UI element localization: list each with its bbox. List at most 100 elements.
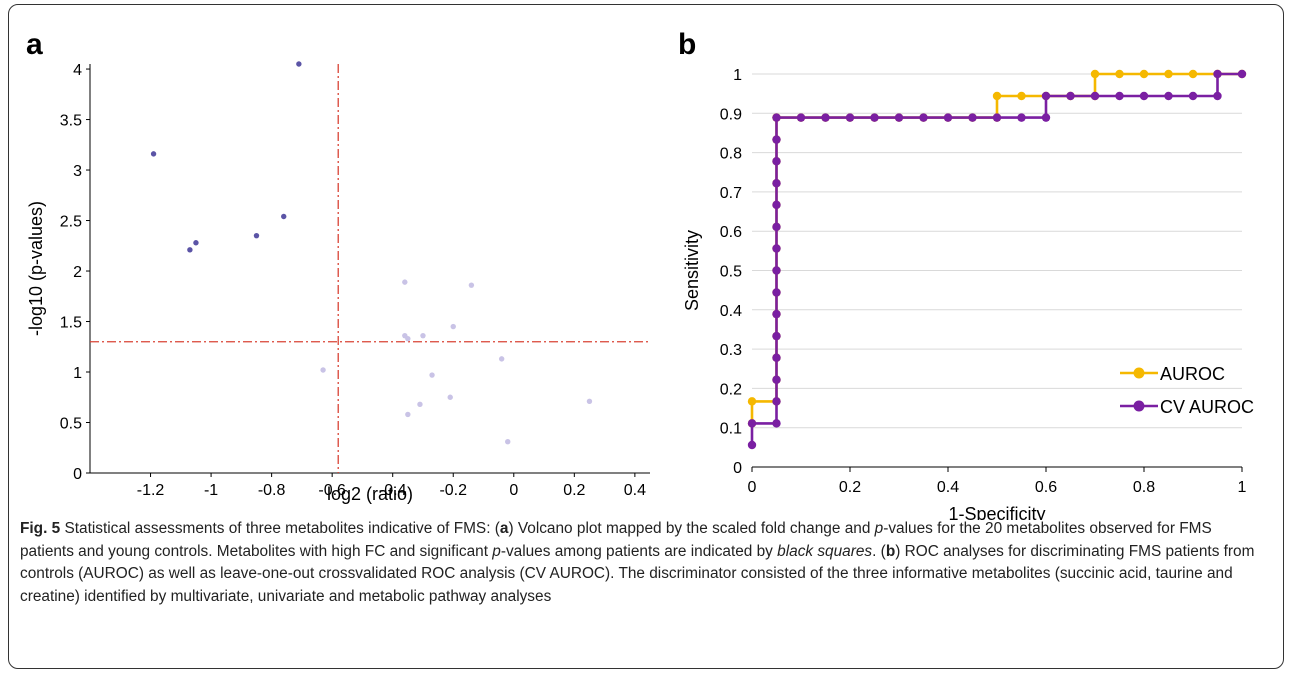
legend-label-cv-auroc: CV AUROC	[1160, 397, 1254, 417]
caption-p-italic-2: p	[492, 542, 501, 560]
volcano-significant-point	[296, 61, 302, 67]
y-tick-label: 2	[73, 264, 82, 281]
auroc-point	[992, 91, 1002, 101]
caption-p-italic: p	[874, 520, 884, 537]
cv-auroc-point	[772, 419, 781, 428]
cv-auroc-point	[1115, 91, 1124, 101]
cv-auroc-point	[772, 266, 781, 275]
x-tick-label: 0.4	[624, 482, 646, 499]
volcano-point	[320, 367, 326, 373]
volcano-significant-point	[193, 240, 199, 246]
y-tick-label: 0.2	[720, 381, 742, 398]
cv-auroc-point	[1090, 91, 1100, 101]
y-tick-label: 0.4	[720, 303, 742, 320]
cv-auroc-point	[772, 309, 781, 319]
volcano-point	[498, 356, 505, 362]
cv-auroc-point	[1139, 91, 1149, 101]
cv-auroc-point	[747, 440, 757, 450]
volcano-point	[417, 401, 423, 408]
volcano-point	[429, 372, 435, 378]
auroc-point	[1139, 69, 1149, 79]
cv-auroc-point	[1041, 91, 1051, 101]
caption-text-4: -values among patients are indicated by	[500, 542, 778, 560]
x-tick-label: 0	[509, 482, 518, 499]
y-tick-label: 0.5	[720, 264, 742, 281]
caption-text-5: . (	[872, 542, 886, 560]
cv-auroc-point	[772, 157, 781, 166]
y-tick-label: 1.5	[60, 315, 82, 332]
x-tick-label: -0.8	[258, 482, 286, 499]
volcano-significant-point	[150, 151, 157, 157]
cv-auroc-point	[772, 397, 781, 406]
cv-auroc-point	[1041, 113, 1051, 122]
panel-label-a: a	[26, 28, 43, 61]
cv-auroc-point	[772, 331, 781, 341]
volcano-significant-point	[253, 232, 260, 239]
y-tick-label: 0.5	[60, 416, 82, 433]
auroc-point	[1115, 69, 1124, 79]
y-tick-label: 0.6	[720, 224, 742, 241]
cv-auroc-point	[943, 113, 953, 122]
roc-plot: 0 0.1 0.2 0.3 0.4 0.5 0.6 0.7 0.8 0.9 1 0 0.2 0.4 0.6 0…	[682, 67, 1254, 520]
y-tick-label: 3	[73, 163, 82, 180]
caption-panel-b: b	[885, 542, 896, 560]
cv-auroc-point	[821, 113, 830, 122]
x-tick-label: 0.8	[1133, 479, 1155, 496]
y-tick-label: 2.5	[60, 214, 82, 231]
cv-auroc-point	[772, 135, 781, 144]
volcano-point	[420, 332, 426, 339]
cv-auroc-point	[747, 419, 757, 428]
legend-marker-auroc	[1133, 367, 1145, 379]
volcano-significant-point	[281, 213, 287, 220]
cv-auroc-point	[894, 113, 904, 122]
volcano-plot: 0 0.5 1 1.5 2 2.5 3 3.5 4 -1.2 -1 -0.8 -0.6 -0.4 -0.2 0…	[26, 61, 650, 504]
x-tick-label: 0.6	[1035, 479, 1057, 496]
y-tick-label: 0.9	[720, 106, 742, 123]
cv-auroc-point	[772, 244, 781, 253]
cv-auroc-point	[1213, 69, 1222, 79]
caption-text-6: ) ROC analyses for discriminating FMS pa…	[20, 542, 1255, 605]
x-tick-label: 0	[748, 479, 757, 496]
x-tick-label: 0.4	[937, 479, 959, 496]
volcano-point	[405, 411, 411, 418]
y-tick-label: 0.1	[720, 421, 742, 438]
cv-auroc-point	[968, 113, 977, 122]
cv-auroc-point	[772, 353, 781, 362]
cv-auroc-point	[772, 200, 781, 210]
cv-auroc-point	[772, 179, 781, 188]
caption-black-squares: black squares	[777, 542, 873, 560]
auroc-point	[1164, 69, 1173, 79]
volcano-point	[447, 394, 453, 400]
caption-panel-a: a	[499, 520, 509, 537]
auroc-point	[1188, 69, 1198, 79]
cv-auroc-point	[772, 375, 781, 384]
auroc-point	[1017, 91, 1026, 101]
volcano-point	[405, 335, 411, 342]
figure-canvas: a b 0 0.5 1 1.5 2 2.5 3 3.5 4 -1.2 -1 -0.8 -0.6 -0.4 -…	[26, 28, 1254, 520]
x-tick-label: -1.2	[137, 482, 165, 499]
cv-auroc-point	[772, 113, 781, 122]
auroc-point	[1090, 69, 1100, 79]
volcano-point	[450, 323, 456, 330]
cv-auroc-point	[1213, 91, 1222, 101]
y-tick-label: 0	[73, 466, 82, 483]
x-tick-label: -0.2	[439, 482, 467, 499]
panel-label-b: b	[678, 28, 696, 61]
cv-auroc-point	[1188, 91, 1198, 101]
cv-auroc-series-line	[750, 72, 1242, 445]
caption-text-1: Statistical assessments of three metabol…	[60, 520, 500, 537]
y-tick-label: 0.8	[720, 146, 742, 163]
y-tick-label: 3.5	[60, 113, 82, 130]
cv-auroc-point	[992, 113, 1002, 122]
cv-auroc-point	[1066, 91, 1075, 101]
legend-marker-cv-auroc	[1133, 400, 1145, 412]
cv-auroc-point	[919, 113, 928, 122]
legend-label-auroc: AUROC	[1160, 364, 1225, 384]
y-tick-label: 4	[73, 62, 82, 79]
x-tick-label: -0.6	[318, 482, 346, 499]
cv-auroc-point	[845, 113, 855, 122]
volcano-point	[586, 398, 593, 404]
y-tick-label: 0.7	[720, 185, 742, 202]
y-tick-label: 1	[73, 365, 82, 382]
x-tick-label: 0.2	[563, 482, 585, 499]
